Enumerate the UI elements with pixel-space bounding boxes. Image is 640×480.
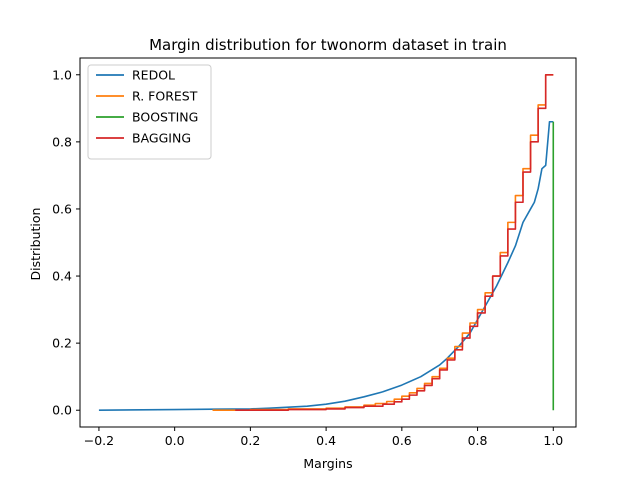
y-axis-title: Distribution (28, 208, 43, 281)
axes-frame (79, 57, 577, 428)
legend-label: BOOSTING (132, 110, 198, 125)
series-layer (98, 73, 555, 412)
x-tick-label: 0.8 (468, 433, 488, 448)
y-tick-label: 0.8 (52, 134, 72, 149)
y-tick-label: 0.4 (52, 269, 72, 284)
legend-label: BAGGING (132, 131, 191, 146)
x-axis-title: Margins (303, 456, 352, 471)
chart-title: Margin distribution for twonorm dataset … (149, 36, 507, 54)
x-tick-label: 0.2 (240, 433, 260, 448)
y-tick-label: 1.0 (52, 67, 72, 82)
x-tick-label: 0.0 (165, 433, 185, 448)
y-tick-label: 0.6 (52, 201, 72, 216)
legend-box (87, 64, 212, 160)
axes-layer: −0.2 0.0 0.2 0.4 0.6 0.8 1.0 0.0 0.2 0.4 0.6 0.8 1.0 (52, 57, 577, 448)
y-tick-label: 0.0 (52, 403, 72, 418)
legend-label: R. FOREST (132, 89, 198, 104)
x-tick-label: 0.6 (392, 433, 412, 448)
legend-label: REDOL (132, 68, 175, 83)
legend: REDOL R. FOREST BOOSTING BAGGING (87, 64, 212, 160)
series-line-bagging (235, 73, 554, 412)
series-line-redol (98, 120, 554, 412)
x-tick-label: 0.4 (316, 433, 336, 448)
x-tick-label: 1.0 (543, 433, 563, 448)
x-tick-label: −0.2 (84, 433, 114, 448)
y-tick-label: 0.2 (52, 336, 72, 351)
